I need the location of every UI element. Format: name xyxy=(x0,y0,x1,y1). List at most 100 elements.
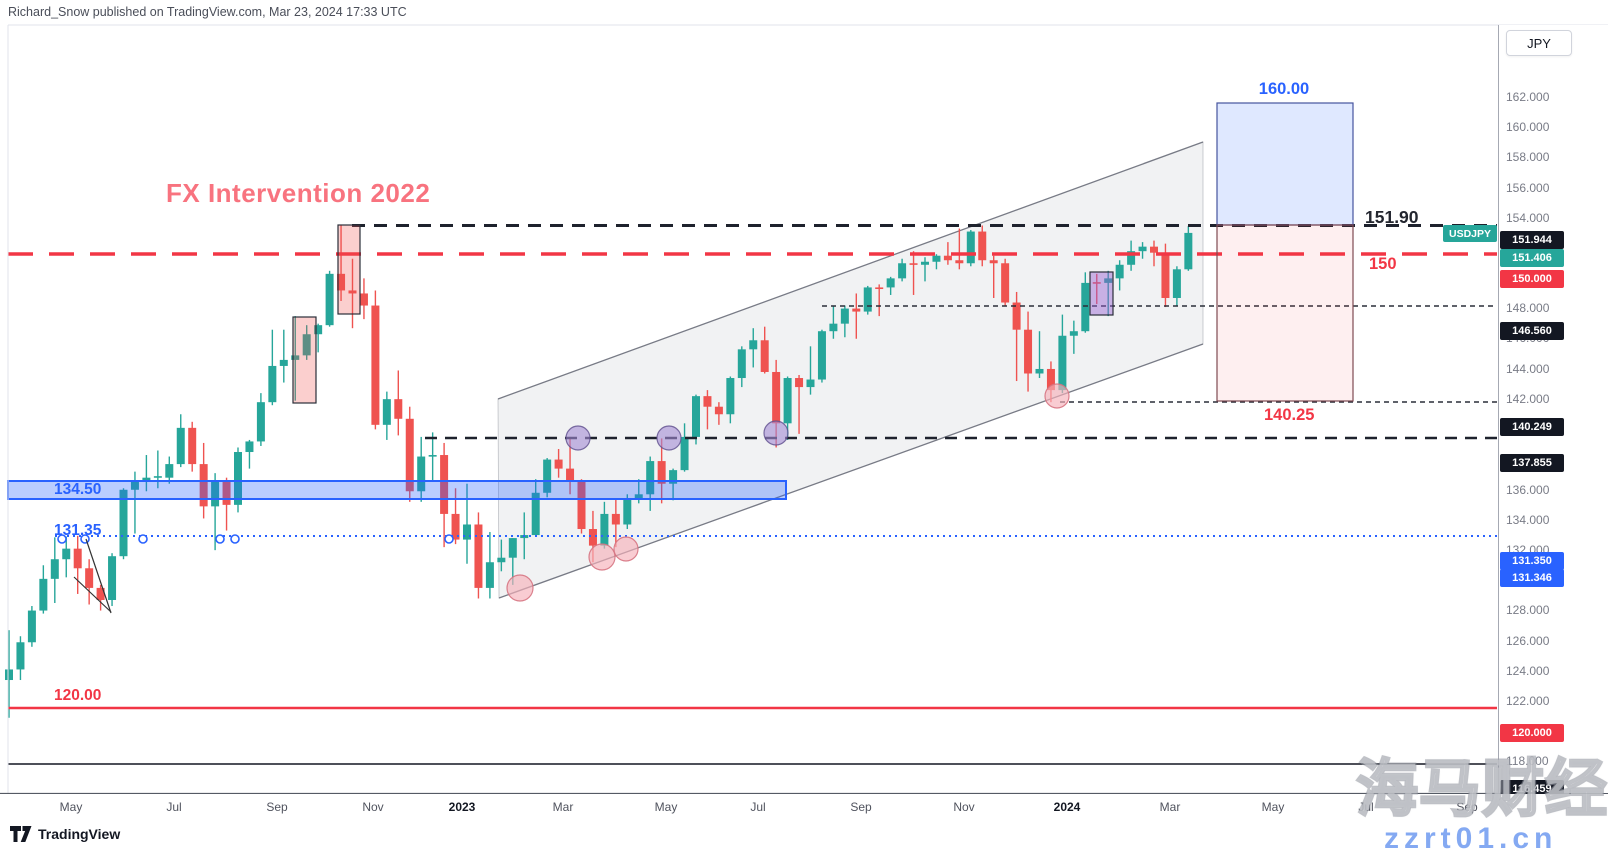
candle-body xyxy=(1138,246,1147,252)
candle-body xyxy=(1127,251,1136,265)
price-badge-116.459: 116.459 xyxy=(1500,780,1564,798)
candle-body xyxy=(1172,269,1181,298)
attribution-text: Richard_Snow published on TradingView.co… xyxy=(8,5,407,19)
pink-low-circle xyxy=(588,543,616,571)
candle-body xyxy=(1035,368,1044,374)
marker-circles xyxy=(506,383,1070,602)
price-badge-151.406: 151.406 xyxy=(1500,249,1564,267)
candle-body xyxy=(62,548,71,560)
candle-body xyxy=(119,489,128,557)
support-band xyxy=(7,480,787,500)
candle-body xyxy=(50,559,59,579)
price-axis[interactable]: JPY 162.000 160.000 158.000 156.000 154.000 1… xyxy=(1498,25,1608,799)
candle-body xyxy=(27,610,36,643)
candle-body xyxy=(440,455,449,514)
projection-box-upper xyxy=(1216,102,1354,226)
candle-body xyxy=(1184,232,1193,270)
tradingview-logo-icon xyxy=(10,826,32,842)
candle-body xyxy=(577,480,586,530)
candle-body xyxy=(898,263,907,279)
flag-trendline xyxy=(85,538,112,614)
candle-body xyxy=(405,418,414,492)
candle-body xyxy=(256,402,265,442)
candle-body xyxy=(1081,282,1090,332)
candle-body xyxy=(909,263,918,265)
currency-toggle-button[interactable]: JPY xyxy=(1506,30,1572,56)
price-tick-label: 148.000 xyxy=(1506,301,1550,315)
candle-body xyxy=(176,427,185,465)
watermark-secondary: zzrt01.cn xyxy=(1384,822,1558,855)
candle-body xyxy=(554,459,563,469)
candle-body xyxy=(394,399,403,419)
channel-upper-line xyxy=(497,141,1204,400)
candle-body xyxy=(279,359,288,366)
price-badge-146.560: 146.560 xyxy=(1500,322,1564,340)
candle-body xyxy=(165,464,174,478)
candlestick-series xyxy=(5,224,1193,718)
candle-body xyxy=(73,548,82,569)
watermark-primary: 海马财经 xyxy=(1355,754,1608,826)
candle-body xyxy=(817,331,826,380)
candle-body xyxy=(611,513,620,525)
time-axis[interactable]: May Jul Sep Nov 2023 Mar May Jul Sep Nov 2024 Mar Ma… xyxy=(0,794,1608,821)
candle-body xyxy=(108,556,117,600)
candle-body xyxy=(428,455,437,457)
level-120-label: 120.00 xyxy=(54,687,102,704)
price-tick-label: 156.000 xyxy=(1506,181,1550,195)
candle-body xyxy=(314,325,323,335)
price-tick-label: 142.000 xyxy=(1506,392,1550,406)
price-tick-label: 118.000 xyxy=(1506,754,1549,768)
candle-body xyxy=(783,378,792,424)
price-badge-131.346: 131.346 xyxy=(1500,569,1564,587)
candle-body xyxy=(795,378,804,388)
price-tick-label: 160.000 xyxy=(1506,120,1550,134)
candle-body xyxy=(1150,246,1158,253)
candle-body xyxy=(497,557,506,563)
candle-body xyxy=(463,524,471,540)
candle-body xyxy=(703,396,712,407)
time-tick-label: Sep xyxy=(266,800,288,814)
tradingview-brand-label: TradingView xyxy=(38,826,121,842)
candle-body xyxy=(348,290,357,294)
candle-body xyxy=(142,477,151,481)
candle-body xyxy=(760,340,769,372)
level-134-50-label: 134.50 xyxy=(54,481,102,498)
time-tick-label: Mar xyxy=(552,800,574,814)
price-badge-131.350: 131.350 xyxy=(1500,552,1564,570)
candle-body xyxy=(840,308,849,324)
candle-body xyxy=(291,355,300,360)
candle-body xyxy=(485,562,494,588)
candle-body xyxy=(737,349,746,379)
candle-body xyxy=(85,568,94,588)
candle-body xyxy=(531,492,540,536)
candle-body xyxy=(371,305,380,425)
candle-body xyxy=(989,260,998,264)
time-tick-label: Mar xyxy=(1159,800,1181,814)
consolidation-box-jan24 xyxy=(1089,271,1114,316)
candle-body xyxy=(245,441,254,453)
candle-body xyxy=(1161,252,1170,298)
tradingview-brand[interactable]: TradingView xyxy=(10,826,120,842)
candle-body xyxy=(726,378,735,415)
time-tick-label: May xyxy=(1261,800,1285,814)
time-tick-label: Nov xyxy=(362,800,384,814)
candle-body xyxy=(302,334,311,356)
candle-body xyxy=(566,468,575,481)
price-tick-label: 158.000 xyxy=(1506,150,1550,164)
price-badge-140.249: 140.249 xyxy=(1500,418,1564,436)
pivot-dot-131 xyxy=(444,534,454,544)
candle-body xyxy=(234,452,242,505)
pivot-dot-131 xyxy=(57,534,67,544)
level-131-35-label: 131.35 xyxy=(54,522,102,539)
pink-low-circle xyxy=(613,536,639,562)
time-tick-label: Jul xyxy=(750,800,766,814)
candle-body xyxy=(474,524,483,588)
candle-body xyxy=(39,578,48,611)
price-tick-label: 128.000 xyxy=(1506,603,1550,617)
pivot-dot-131 xyxy=(138,534,148,544)
candle-body xyxy=(966,231,975,264)
candle-body xyxy=(188,427,197,465)
candle-body xyxy=(657,461,666,484)
